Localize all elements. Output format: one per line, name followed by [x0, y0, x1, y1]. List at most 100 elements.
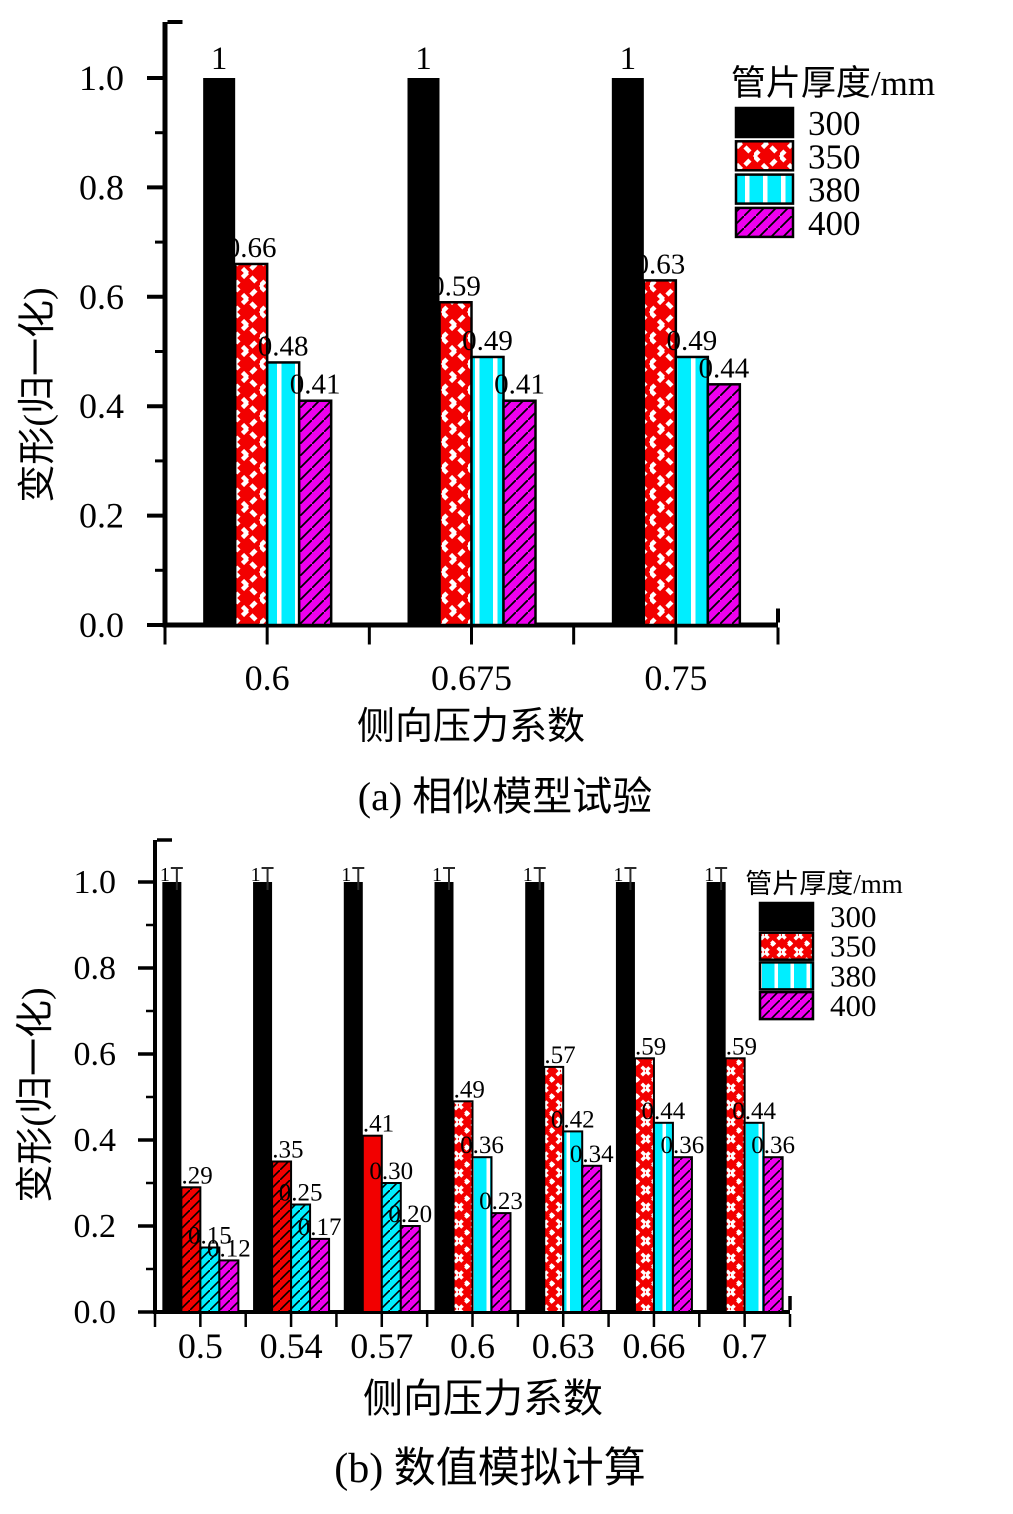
legend-label-380: 380	[808, 171, 861, 210]
y-tick-label: 0.8	[74, 950, 117, 987]
legend-swatch-380	[758, 961, 815, 991]
x-axis-title-a: 侧向压力系数	[357, 706, 585, 748]
bar-350-0.675	[438, 301, 473, 627]
legend-swatch-350	[734, 140, 795, 172]
x-tick-label: 0.54	[260, 1326, 323, 1366]
bar-350-0.5	[180, 1186, 202, 1314]
bar-300-0.57	[343, 882, 363, 1312]
bar-value-label: 0.29	[169, 1162, 213, 1189]
bar-value-label: 0.36	[751, 1132, 795, 1159]
bar-value-label: 1	[211, 41, 228, 77]
bar-value-label: 0.59	[713, 1033, 757, 1060]
bar-value-label: 1	[523, 864, 533, 886]
x-tick-label: 0.5	[178, 1326, 223, 1366]
x-tick-label: 0.6	[450, 1326, 495, 1366]
bar-value-label: 0.49	[666, 325, 717, 357]
bar-300-0.675	[407, 78, 440, 625]
bar-380-0.75	[674, 355, 710, 627]
bar-value-label: 0.12	[207, 1235, 251, 1262]
bar-value-label: 0.49	[441, 1076, 485, 1103]
bar-value-label: 0.48	[258, 330, 309, 362]
bar-value-label: 0.36	[460, 1132, 504, 1159]
bar-400-0.5	[218, 1259, 240, 1314]
bar-value-label: 0.66	[226, 232, 277, 264]
bar-350-0.75	[642, 279, 678, 627]
x-tick-label: 0.6	[245, 658, 290, 698]
chart-b: 0.0 0.2 0.4 0.6 0.8 1.0 0.5 0.54 0.57 0.6 0.63 0.66…	[74, 838, 877, 1366]
bar-400-0.54	[309, 1237, 331, 1314]
bar-value-label: 0.63	[634, 248, 685, 280]
bar-400-0.6	[297, 399, 333, 627]
bar-value-label: 1	[251, 864, 261, 886]
bar-value-label: 1	[613, 864, 623, 886]
y-tick-label: 0.8	[79, 167, 124, 207]
bar-value-label: 0.17	[298, 1214, 342, 1241]
bar-value-label: 0.23	[479, 1188, 523, 1215]
bar-300-0.66	[615, 882, 635, 1312]
bar-value-label: 0.44	[732, 1098, 776, 1125]
bar-value-label: 0.41	[290, 369, 341, 401]
bar-350-0.6	[233, 262, 269, 627]
y-tick-label: 0.6	[74, 1036, 117, 1073]
bar-400-0.675	[502, 399, 537, 627]
x-tick-label: 0.675	[431, 658, 512, 698]
bar-400-0.66	[671, 1156, 693, 1313]
bar-value-label: 0.20	[388, 1201, 432, 1228]
bar-400-0.7	[762, 1156, 784, 1313]
bar-value-label: 1	[341, 864, 351, 886]
bar-300-0.5	[162, 882, 182, 1312]
legend-swatch-350	[758, 931, 815, 961]
bar-380-0.675	[470, 355, 505, 627]
bar-300-0.63	[525, 882, 545, 1312]
bar-value-label: 1	[432, 864, 442, 886]
x-tick-label: 0.7	[722, 1326, 767, 1366]
bar-300-0.75	[611, 78, 644, 625]
bar-value-label: 0.41	[494, 369, 545, 401]
y-axis-title-b: 变形(归一化)	[15, 987, 57, 1202]
legend-swatch-400	[758, 990, 815, 1021]
legend-label-400: 400	[830, 988, 877, 1023]
legend-swatch-380	[734, 173, 795, 205]
x-tick-label: 0.57	[350, 1326, 413, 1366]
bar-300-0.7	[706, 882, 726, 1312]
x-axis-title-b: 侧向压力系数	[363, 1376, 603, 1421]
bar-value-label: 1	[415, 41, 432, 77]
bar-300-0.6	[203, 78, 236, 625]
y-tick-label: 0.4	[74, 1122, 117, 1159]
x-tick-label: 0.63	[532, 1326, 595, 1366]
legend-title-a: 管片厚度/mm	[731, 64, 935, 103]
legend-label-380: 380	[830, 958, 877, 993]
x-tick-label: 0.66	[622, 1326, 685, 1366]
y-tick-label: 1.0	[79, 58, 124, 98]
legend-label-300: 300	[830, 899, 877, 934]
bar-380-0.6	[265, 361, 301, 627]
legend-label-350: 350	[830, 929, 877, 964]
bar-value-label: 0.44	[642, 1098, 686, 1125]
bar-value-label: 0.57	[532, 1042, 576, 1069]
x-tick-label: 0.75	[644, 658, 707, 698]
y-tick-label: 0.6	[79, 277, 124, 317]
bar-value-label: 1	[620, 41, 637, 77]
bar-300-0.54	[253, 882, 273, 1312]
y-tick-label: 0.2	[74, 1208, 117, 1245]
bar-value-label: 0.15	[188, 1223, 232, 1250]
legend-label-350: 350	[808, 137, 861, 176]
y-axis-title-a: 变形(归一化)	[17, 287, 59, 502]
caption-a: (a) 相似模型试验	[358, 774, 652, 819]
bar-400-0.75	[706, 383, 742, 627]
bar-value-label: 0.30	[369, 1158, 413, 1185]
legend-swatch-400	[734, 206, 795, 239]
bar-value-label: 0.36	[661, 1132, 705, 1159]
legend-swatch-300	[734, 106, 795, 139]
bar-value-label: 0.49	[462, 325, 513, 357]
bar-350-0.7	[724, 1057, 746, 1314]
y-tick-label: 0.4	[79, 386, 124, 426]
bar-value-label: 0.59	[623, 1033, 667, 1060]
bar-400-0.63	[581, 1164, 603, 1314]
legend-label-300: 300	[808, 104, 861, 143]
bar-value-label: 0.44	[698, 352, 749, 384]
bar-value-label: 0.35	[260, 1137, 304, 1164]
bar-380-0.6	[471, 1156, 493, 1313]
